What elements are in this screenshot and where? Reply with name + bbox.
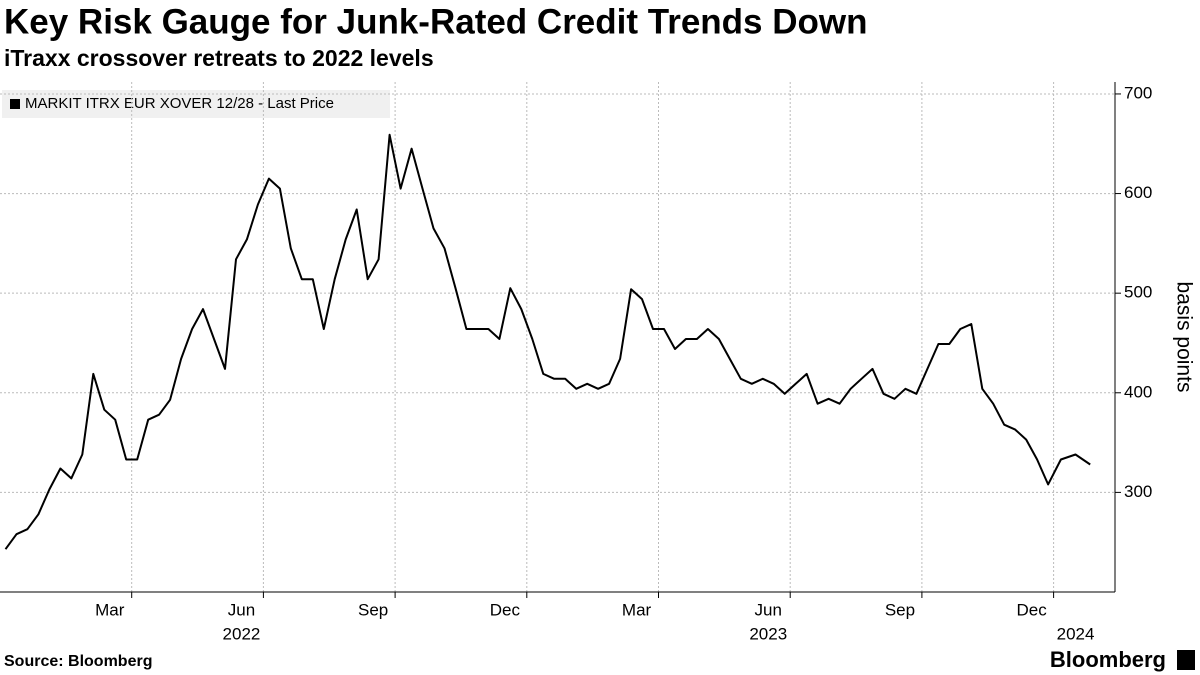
x-tick-label: Jun <box>228 600 255 619</box>
y-tick-label: 300 <box>1124 482 1152 501</box>
x-tick-label: Sep <box>885 600 915 619</box>
x-tick-label: Mar <box>622 600 652 619</box>
y-tick-label: 700 <box>1124 83 1152 102</box>
x-year-label: 2024 <box>1057 624 1095 643</box>
brand: Bloomberg <box>1050 647 1166 672</box>
brand-icon <box>1177 650 1195 670</box>
y-tick-label: 400 <box>1124 382 1152 401</box>
legend-swatch <box>10 99 20 109</box>
x-tick-label: Jun <box>755 600 782 619</box>
y-axis-label: basis points <box>1172 282 1195 393</box>
source: Source: Bloomberg <box>4 653 152 670</box>
x-tick-label: Dec <box>1017 600 1048 619</box>
data-line <box>4 133 1091 550</box>
x-tick-label: Dec <box>490 600 521 619</box>
x-year-label: 2023 <box>749 624 787 643</box>
x-tick-label: Mar <box>95 600 125 619</box>
x-tick-label: Sep <box>358 600 388 619</box>
chart-subtitle: iTraxx crossover retreats to 2022 levels <box>4 45 434 71</box>
y-tick-label: 500 <box>1124 283 1152 302</box>
x-year-label: 2022 <box>223 624 261 643</box>
legend-box <box>2 90 390 118</box>
legend-label: MARKIT ITRX EUR XOVER 12/28 - Last Price <box>25 95 334 112</box>
y-tick-label: 600 <box>1124 183 1152 202</box>
chart-title: Key Risk Gauge for Junk-Rated Credit Tre… <box>4 2 868 41</box>
